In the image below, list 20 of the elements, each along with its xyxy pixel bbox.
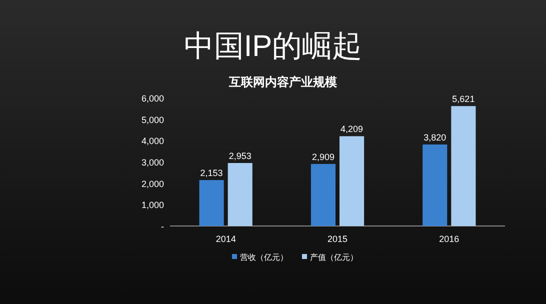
y-tick-label: 5,000 (141, 114, 164, 125)
data-label: 2,153 (200, 168, 223, 178)
data-label: 5,621 (452, 94, 475, 104)
x-tick-label: 2015 (327, 234, 348, 244)
y-tick-label: 2,000 (141, 178, 164, 189)
legend-label: 营收（亿元） (240, 253, 288, 262)
data-label: 4,209 (340, 124, 364, 134)
y-tick-label: 1,000 (141, 200, 164, 210)
y-tick-label: 3,000 (141, 158, 164, 168)
data-label: 2,909 (312, 152, 334, 162)
data-label: 3,820 (424, 132, 446, 143)
y-tick-label: 6,000 (141, 94, 164, 104)
title: 中国IP的崛起 (184, 30, 362, 63)
y-tick-label: - (161, 222, 164, 232)
x-tick-label: 2016 (439, 234, 460, 244)
x-tick-label: 2014 (216, 234, 236, 244)
y-tick-label: 4,000 (141, 136, 164, 146)
data-label: 2,953 (228, 151, 252, 162)
chart-subtitle: 互联网内容产业规模 (228, 75, 337, 89)
legend-label: 产值（亿元） (310, 253, 358, 262)
